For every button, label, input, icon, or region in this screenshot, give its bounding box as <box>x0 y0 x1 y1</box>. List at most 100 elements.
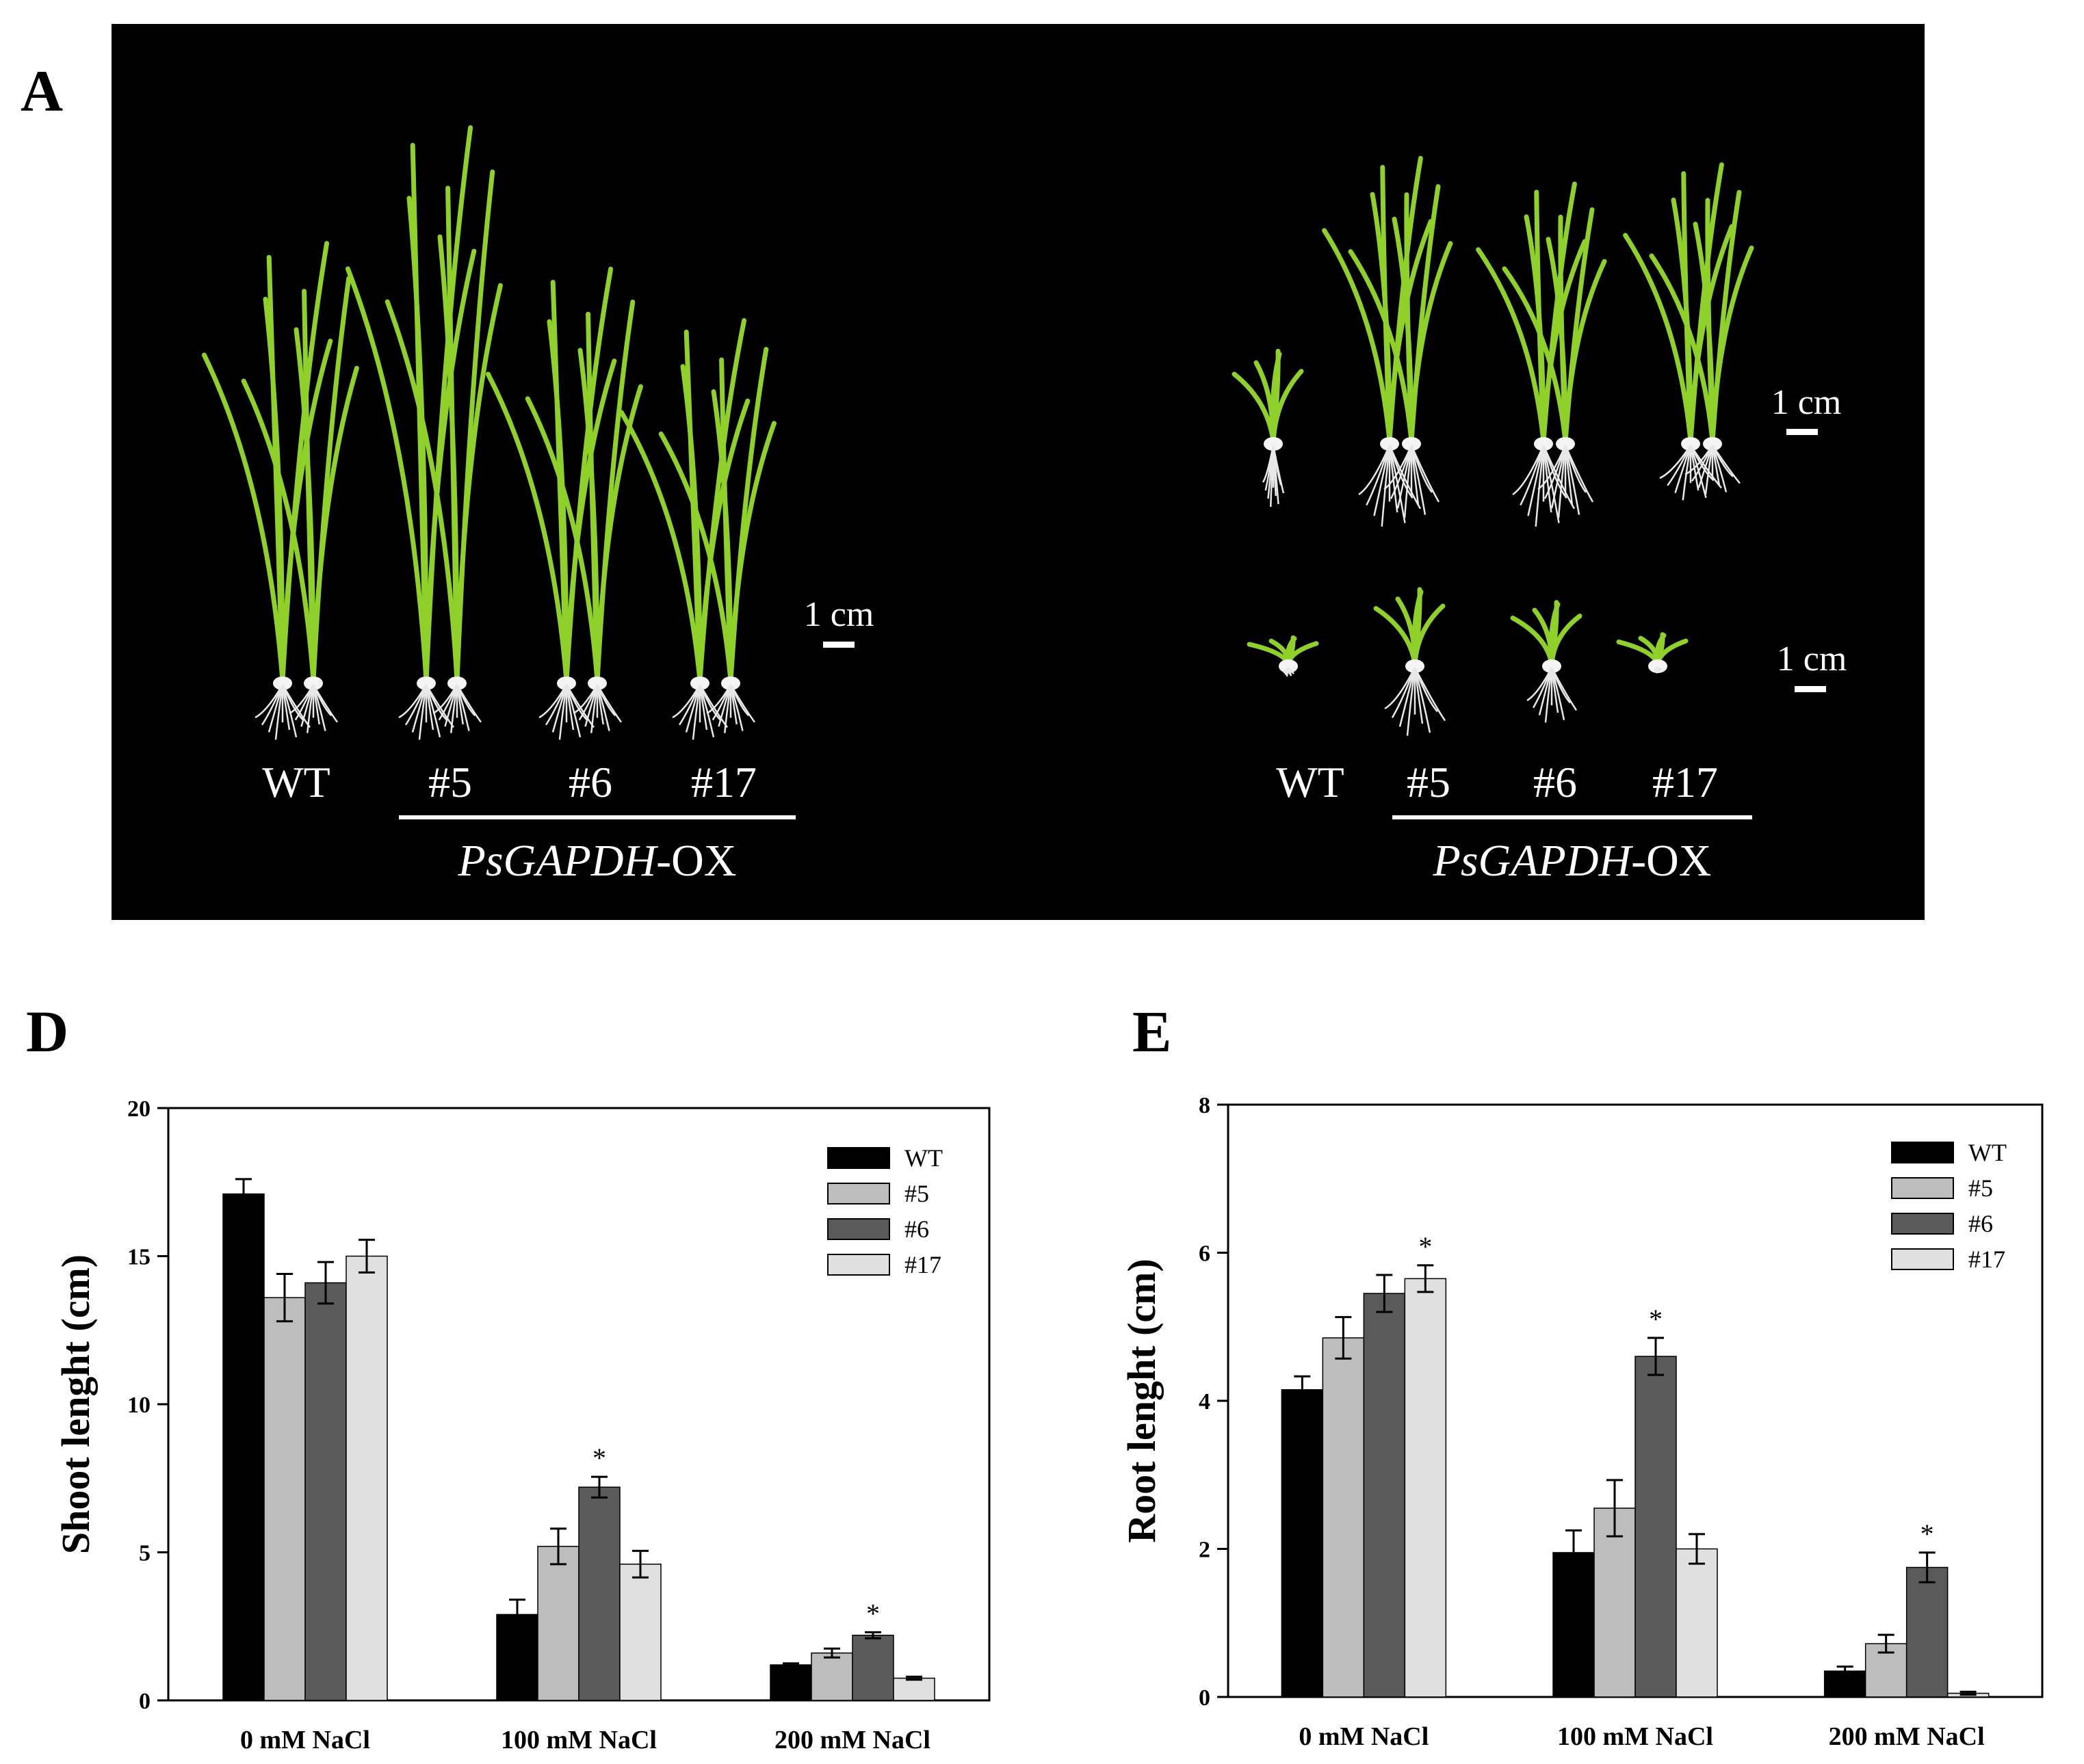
legend-swatch <box>1891 1213 1954 1235</box>
root-strand <box>1564 445 1594 503</box>
root-strand <box>1711 445 1741 484</box>
bar <box>1281 1389 1324 1698</box>
legend-label: #17 <box>1968 1246 2005 1273</box>
plant-a-3-b <box>658 347 777 733</box>
leaf-blade <box>1549 600 1559 666</box>
bar <box>263 1297 306 1701</box>
scale-bar-c <box>1795 686 1826 692</box>
line-label-c-3: #17 <box>1652 758 1718 806</box>
root-strand <box>1414 667 1446 722</box>
panel-letter-a: A <box>21 58 64 124</box>
leaf-blade <box>241 378 316 683</box>
root-strand <box>456 684 482 723</box>
leaf-blade <box>577 347 600 683</box>
y-tick-label: 2 <box>1199 1538 1210 1563</box>
seed <box>1534 437 1553 451</box>
seed <box>1542 659 1561 673</box>
leaf-blade <box>595 300 636 683</box>
leaf-blade <box>697 318 747 683</box>
significance-marker: * <box>1920 1518 1934 1549</box>
significance-marker: * <box>866 1598 880 1629</box>
seed <box>1264 437 1283 451</box>
root-strand <box>1512 445 1545 496</box>
root-strand <box>1682 445 1692 501</box>
photo-panel-b: 1 cm <box>1232 155 1842 527</box>
group-label-c-italic: PsGAPDH <box>1433 836 1634 886</box>
plant-a-3 <box>618 318 751 740</box>
seedling-photo-composite: 1 cm WT #5 #6 #17 PsGAPDH-OX 1 cm 1 cm WT #5 #6 #17… <box>112 24 1925 920</box>
root-strand <box>1520 445 1545 506</box>
root-strand <box>1410 445 1427 515</box>
leaf-blade <box>711 389 733 683</box>
root-strand <box>1272 445 1285 494</box>
plant-a-0-b <box>241 276 359 733</box>
bar <box>770 1664 812 1701</box>
plant-b-3 <box>1623 162 1734 501</box>
group-label-a-italic: PsGAPDH <box>458 836 659 886</box>
legend-swatch <box>1891 1177 1954 1199</box>
panel-letter-d: D <box>26 999 69 1064</box>
leaf-blade <box>201 352 285 683</box>
y-tick-label: 6 <box>1199 1241 1210 1267</box>
seed <box>721 676 740 690</box>
seed <box>1703 437 1722 451</box>
legend-swatch <box>827 1218 890 1240</box>
root-strand <box>1366 445 1391 506</box>
plant-a-1-b <box>385 169 503 733</box>
bar <box>1593 1508 1636 1698</box>
leaf-blade <box>1348 249 1414 444</box>
bar <box>578 1486 621 1701</box>
leaf-blade <box>385 299 460 683</box>
leaf-blade <box>1322 228 1392 444</box>
root-strand <box>1381 445 1391 527</box>
bar <box>346 1255 388 1701</box>
root-strand <box>596 684 623 723</box>
line-label-a-0: WT <box>262 758 330 806</box>
leaf-blade <box>618 410 703 683</box>
plant-b-2-b <box>1502 207 1607 518</box>
bar <box>1676 1548 1718 1698</box>
y-tick-label: 4 <box>1199 1389 1210 1414</box>
plant-b-3-b <box>1649 189 1754 495</box>
y-tick-label: 8 <box>1199 1093 1210 1118</box>
y-tick-label: 10 <box>127 1393 151 1418</box>
significance-marker: * <box>1649 1304 1663 1334</box>
bar <box>893 1677 935 1701</box>
line-label-a-3: #17 <box>691 758 757 806</box>
leaf-blade <box>1649 253 1715 444</box>
seed <box>273 676 292 690</box>
seed <box>417 676 436 690</box>
seed <box>1681 437 1700 451</box>
leaf-blade <box>1392 216 1414 444</box>
group-label-a: PsGAPDH-OX <box>458 836 737 886</box>
seed <box>1405 659 1424 673</box>
line-label-c-0: WT <box>1276 758 1344 806</box>
legend-swatch <box>827 1254 890 1276</box>
legend-label: #5 <box>1968 1174 1993 1202</box>
leaf-blade <box>485 371 569 683</box>
bar <box>1363 1293 1406 1698</box>
bar <box>222 1193 265 1701</box>
legend-swatch <box>827 1183 890 1204</box>
leaf-blade <box>1710 189 1742 444</box>
root-strand <box>281 684 311 728</box>
y-tick-label: 20 <box>127 1096 151 1122</box>
bar <box>852 1634 894 1701</box>
scale-bar-label-b: 1 cm <box>1771 383 1842 422</box>
panel-letter-e: E <box>1132 999 1172 1064</box>
plant-b-2 <box>1476 181 1587 527</box>
x-category-label: 100 mM NaCl <box>501 1726 657 1754</box>
seed <box>1380 437 1399 451</box>
bar <box>537 1546 579 1701</box>
y-tick-label: 0 <box>1199 1685 1210 1711</box>
leaf-blade <box>311 276 352 683</box>
bar <box>1404 1278 1447 1698</box>
root-strand <box>729 684 756 723</box>
legend-swatch <box>1891 1142 1954 1163</box>
plant-c-0 <box>1247 635 1319 677</box>
legend-swatch <box>1891 1248 1954 1270</box>
scale-bar-a <box>823 642 855 648</box>
leaf-blade <box>294 327 316 683</box>
line-label-c-2: #6 <box>1533 758 1577 806</box>
